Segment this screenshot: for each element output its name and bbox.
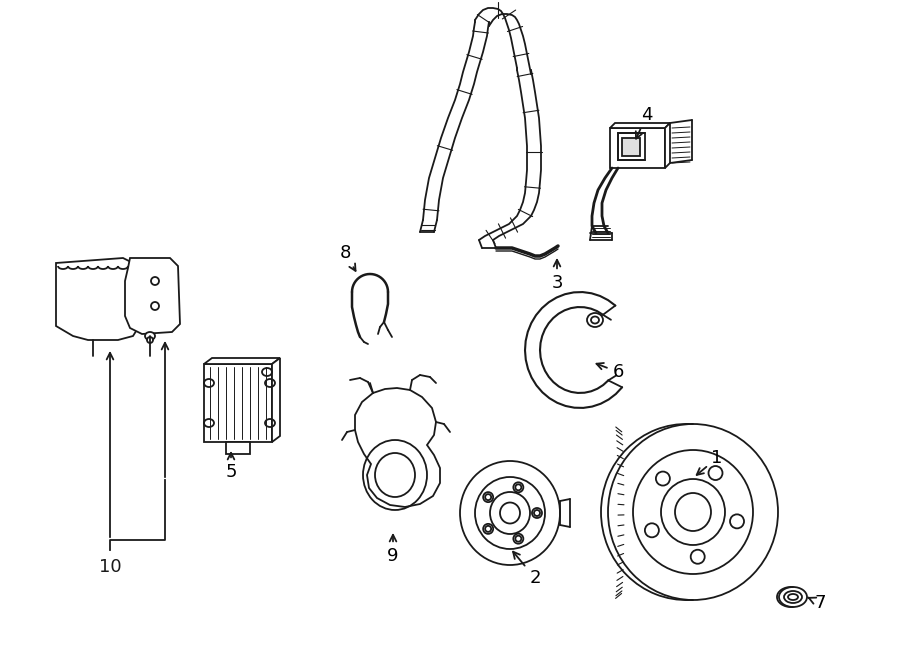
Text: 3: 3 [551, 260, 562, 292]
Ellipse shape [147, 337, 153, 343]
Ellipse shape [145, 332, 155, 340]
Polygon shape [355, 388, 440, 507]
Polygon shape [204, 364, 272, 442]
Text: 7: 7 [808, 594, 826, 612]
Text: 2: 2 [513, 552, 541, 587]
Text: 10: 10 [99, 558, 122, 576]
Text: 1: 1 [697, 449, 723, 475]
Text: 5: 5 [225, 453, 237, 481]
Text: 6: 6 [597, 363, 624, 381]
Text: 8: 8 [339, 244, 356, 271]
Polygon shape [56, 258, 138, 340]
Polygon shape [125, 258, 180, 334]
Polygon shape [622, 138, 640, 156]
Polygon shape [204, 358, 280, 364]
Polygon shape [618, 133, 645, 160]
Polygon shape [610, 123, 670, 128]
Text: 9: 9 [387, 535, 399, 565]
Polygon shape [665, 123, 670, 168]
Text: 4: 4 [635, 106, 652, 139]
Polygon shape [226, 442, 250, 454]
Polygon shape [272, 358, 280, 442]
Polygon shape [610, 128, 665, 168]
